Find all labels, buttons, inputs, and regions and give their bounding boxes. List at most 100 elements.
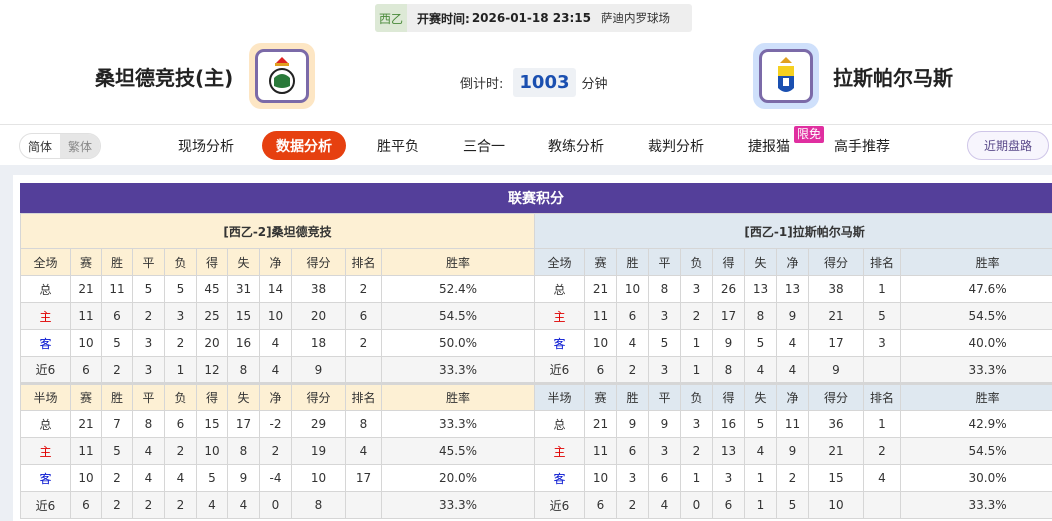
- home-team-name[interactable]: 桑坦德竞技(主): [95, 66, 234, 90]
- stat-cell: 50.0%: [381, 329, 535, 357]
- full-header-cell: 净: [776, 248, 809, 276]
- stat-cell: 4: [164, 464, 197, 492]
- stat-cell: 2: [101, 491, 133, 519]
- kickoff-time: 2026-01-18 23:15: [471, 11, 591, 25]
- stat-cell: 2: [101, 356, 133, 384]
- full-header-cell: 排名: [863, 248, 901, 276]
- league-label[interactable]: 西乙: [375, 4, 407, 32]
- stat-cell: -2: [259, 410, 292, 438]
- tab-three-in-one[interactable]: 三合一: [463, 138, 505, 155]
- away-team-name[interactable]: 拉斯帕尔马斯: [833, 66, 953, 90]
- away-team-logo[interactable]: [753, 43, 819, 109]
- stat-cell: 6: [70, 491, 102, 519]
- half-header-cell: 失: [227, 382, 260, 411]
- stat-cell: 4: [744, 437, 777, 465]
- stat-cell: 10: [259, 302, 292, 330]
- full-header-cell: 得: [196, 248, 228, 276]
- stat-cell: [863, 491, 901, 519]
- stat-cell: 8: [744, 302, 777, 330]
- row-label: 主: [534, 302, 585, 330]
- stat-cell: 1: [863, 275, 901, 303]
- stat-cell: 5: [863, 302, 901, 330]
- stat-cell: 33.3%: [381, 410, 535, 438]
- stat-cell: 8: [345, 410, 382, 438]
- half-header-cell: 负: [680, 382, 713, 411]
- stat-cell: 15: [196, 410, 228, 438]
- stat-cell: 4: [776, 356, 809, 384]
- table-row: 客 10 4 5 1 9 5 4 17 3 40.0%: [534, 329, 1052, 357]
- stat-cell: 3: [712, 464, 745, 492]
- tab-data-analysis[interactable]: 数据分析: [262, 131, 346, 160]
- stat-cell: 15: [808, 464, 864, 492]
- stat-cell: 20: [291, 302, 346, 330]
- stat-cell: 21: [70, 275, 102, 303]
- stat-cell: 4: [345, 437, 382, 465]
- tab-live-analysis[interactable]: 现场分析: [178, 138, 234, 155]
- tab-referee-analysis[interactable]: 裁判分析: [648, 138, 704, 155]
- stat-cell: 6: [70, 356, 102, 384]
- half-header-cell: 得: [196, 382, 228, 411]
- half-header-cell: 赛: [70, 382, 102, 411]
- stat-cell: 19: [291, 437, 346, 465]
- half-header-cell: 赛: [584, 382, 617, 411]
- stat-cell: 5: [196, 464, 228, 492]
- recent-handicap-button[interactable]: 近期盘路: [967, 131, 1049, 160]
- stat-cell: 0: [259, 491, 292, 519]
- lang-simplified[interactable]: 简体: [27, 139, 52, 154]
- stat-cell: 11: [584, 437, 617, 465]
- table-row: 近6 6 2 3 1 12 8 4 9 33.3%: [20, 356, 535, 384]
- row-label: 总: [20, 275, 71, 303]
- tab-win-draw-loss[interactable]: 胜平负: [377, 138, 419, 155]
- half-header-cell: 胜: [101, 382, 133, 411]
- stat-cell: 16: [712, 410, 745, 438]
- stat-cell: 6: [164, 410, 197, 438]
- stat-cell: 7: [101, 410, 133, 438]
- table-row: 主 11 5 4 2 10 8 2 19 4 45.5%: [20, 437, 535, 465]
- full-header-cell: 平: [648, 248, 681, 276]
- full-header-cell: 失: [227, 248, 260, 276]
- full-header-cell: 赛: [584, 248, 617, 276]
- stat-cell: 3: [132, 329, 165, 357]
- table-row: 总 21 11 5 5 45 31 14 38 2 52.4%: [20, 275, 535, 303]
- lang-traditional[interactable]: 繁体: [60, 134, 100, 158]
- stat-cell: 3: [680, 275, 713, 303]
- full-header-cell: 得分: [808, 248, 864, 276]
- stat-cell: 0: [680, 491, 713, 519]
- stat-cell: 21: [584, 410, 617, 438]
- row-label: 近6: [534, 491, 585, 519]
- stat-cell: 8: [132, 410, 165, 438]
- language-toggle[interactable]: 简体 繁体: [19, 133, 101, 159]
- stat-cell: 33.3%: [381, 356, 535, 384]
- stat-cell: 21: [808, 302, 864, 330]
- tab-jiebaomao[interactable]: 捷报猫: [748, 138, 790, 155]
- stat-cell: 1: [744, 491, 777, 519]
- home-team-logo[interactable]: [249, 43, 315, 109]
- half-header-cell: 半场: [534, 382, 585, 411]
- row-label: 客: [534, 329, 585, 357]
- half-header-cell: 得: [712, 382, 745, 411]
- stat-cell: 6: [101, 302, 133, 330]
- stat-cell: 4: [776, 329, 809, 357]
- kickoff-label: 开赛时间:: [417, 11, 470, 26]
- home-team-title: [西乙-2]桑坦德竞技: [20, 213, 535, 249]
- stat-cell: 9: [712, 329, 745, 357]
- stat-cell: 8: [227, 437, 260, 465]
- tab-coach-analysis[interactable]: 教练分析: [548, 138, 604, 155]
- half-header-cell: 得分: [808, 382, 864, 411]
- stat-cell: 5: [744, 410, 777, 438]
- stat-cell: 4: [259, 329, 292, 357]
- stat-cell: 10: [808, 491, 864, 519]
- crest-icon: [269, 57, 295, 94]
- stat-cell: 2: [616, 491, 649, 519]
- stat-cell: 5: [101, 437, 133, 465]
- stat-cell: 8: [712, 356, 745, 384]
- stat-cell: 31: [227, 275, 260, 303]
- crest-icon: [778, 57, 794, 92]
- row-label: 近6: [534, 356, 585, 384]
- stat-cell: 2: [863, 437, 901, 465]
- stat-cell: 20.0%: [381, 464, 535, 492]
- table-row: 客 10 2 4 4 5 9 -4 10 17 20.0%: [20, 464, 535, 492]
- tab-expert-picks[interactable]: 高手推荐: [834, 138, 890, 155]
- stat-cell: 3: [164, 302, 197, 330]
- stat-cell: 2: [132, 302, 165, 330]
